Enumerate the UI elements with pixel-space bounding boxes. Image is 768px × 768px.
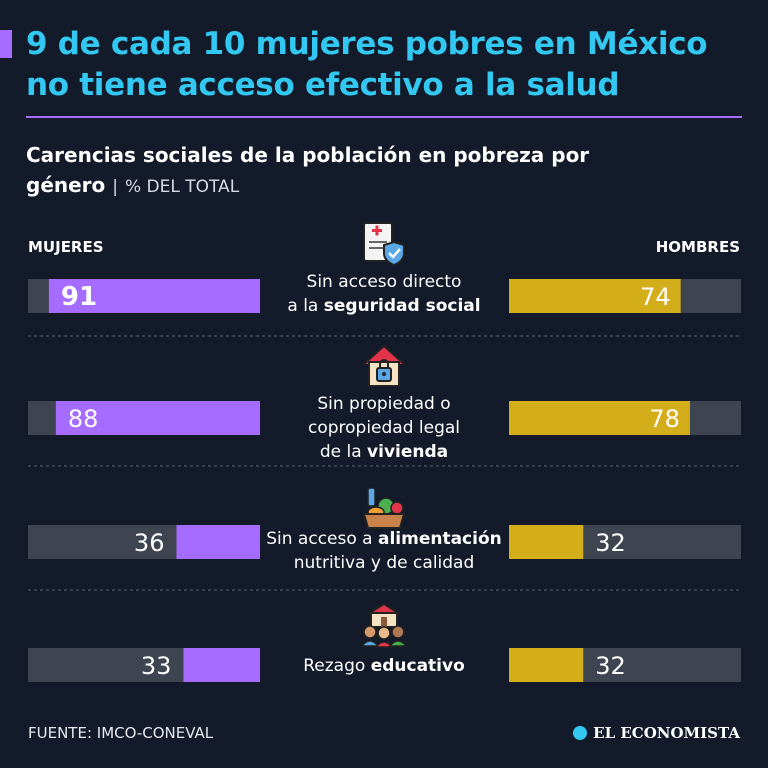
category-label-vivienda: Sin propiedad o copropiedad legal de la vi… [264,392,504,464]
brand-logo: EL ECONOMISTA [573,724,740,742]
category-label-line: Rezago educativo [264,654,504,678]
category-label-text: nutritiva y de calidad [293,553,475,573]
logo-mark-icon [573,726,588,740]
category-label-educativo: Rezago educativo [264,654,504,678]
category-label-text: Sin acceso directo [306,272,462,292]
category-label-line: Sin acceso a alimentación [264,527,504,551]
bar-mujeres-seguridad [48,279,260,313]
house-lock-icon [358,342,410,390]
category-label-line: Sin propiedad o [264,392,504,416]
value-label-hombres-vivienda: 78 [649,405,680,433]
category-label-emphasis: educativo [370,656,465,676]
bar-mujeres-educativo [183,648,260,682]
subtitle-separator: | [112,177,118,197]
medical-document-shield-icon [358,220,410,268]
title-line-1: 9 de cada 10 mujeres pobres en México [26,26,708,62]
category-label-line: de la vivienda [264,440,504,464]
subtitle-unit: % DEL TOTAL [124,177,240,197]
chart-title: 9 de cada 10 mujeres pobres en México no… [26,24,746,106]
category-label-text: a la [287,296,324,316]
bar-mujeres-alimentacion [176,525,260,559]
bar-mujeres-vivienda [55,401,261,435]
food-basket-icon [358,484,410,532]
category-label-text: copropiedad legal [307,418,461,438]
source-note: FUENTE: IMCO-CONEVAL [28,724,214,742]
category-label-line: Sin acceso directo [264,270,504,294]
value-label-mujeres-educativo: 33 [141,652,172,680]
category-label-emphasis: vivienda [367,442,449,462]
category-label-seguridad: Sin acceso directo a la seguridad social [264,270,504,318]
value-label-mujeres-vivienda: 88 [68,405,99,433]
category-label-emphasis: alimentación [377,529,502,549]
subtitle-line-2: género [26,173,106,197]
subtitle-line-1: Carencias sociales de la población en po… [26,143,590,167]
title-accent-bar [0,30,12,58]
bar-hombres-vivienda [509,401,690,435]
bar-hombres-alimentacion [509,525,584,559]
bar-hombres-seguridad [509,279,681,313]
title-divider [26,116,742,118]
category-label-text: de la [319,442,368,462]
value-label-hombres-educativo: 32 [595,652,626,680]
value-label-hombres-seguridad: 74 [640,283,671,311]
category-label-text: Sin acceso a [266,529,378,549]
title-line-2: no tiene acceso efectivo a la salud [26,67,620,103]
logo-text: EL ECONOMISTA [593,724,740,742]
category-label-text: Rezago [303,656,371,676]
school-children-icon [358,600,410,648]
value-label-hombres-alimentacion: 32 [595,529,626,557]
category-label-alimentacion: Sin acceso a alimentación nutritiva y de … [264,527,504,575]
bar-hombres-educativo [509,648,584,682]
category-label-emphasis: seguridad social [323,296,481,316]
category-label-line: copropiedad legal [264,416,504,440]
legend-hombres: HOMBRES [655,238,740,256]
category-label-text: Sin propiedad o [317,394,451,414]
legend-mujeres: MUJERES [28,238,104,256]
value-label-mujeres-alimentacion: 36 [134,529,165,557]
category-label-line: a la seguridad social [264,294,504,318]
category-label-line: nutritiva y de calidad [264,551,504,575]
chart-subtitle: Carencias sociales de la población en po… [26,140,746,202]
value-label-mujeres-seguridad: 91 [61,282,97,312]
